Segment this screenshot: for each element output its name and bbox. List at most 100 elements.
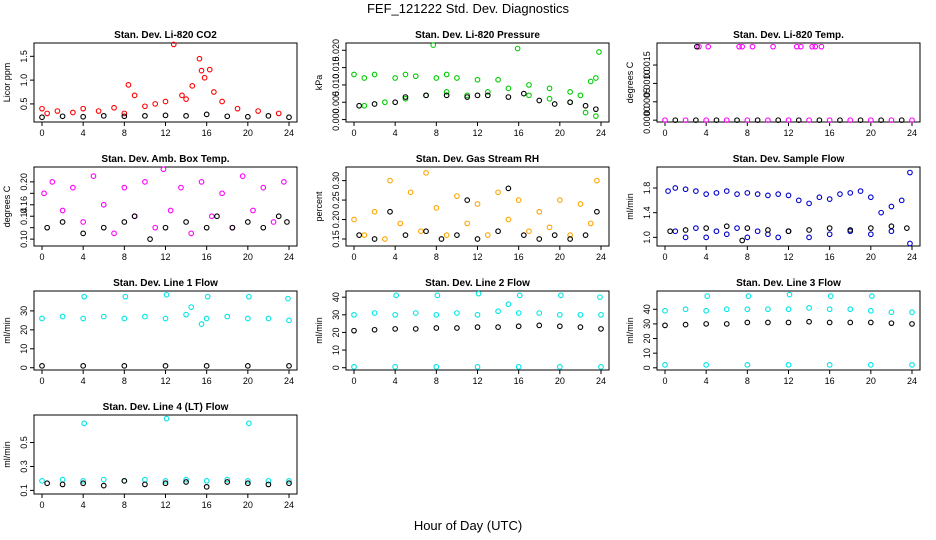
- data-point: [837, 191, 843, 198]
- data-point: [265, 112, 272, 119]
- data-point: [536, 322, 543, 329]
- y-axis-label: ml/min: [625, 193, 635, 220]
- x-tick-label: 16: [825, 252, 835, 262]
- data-point: [142, 112, 148, 119]
- x-tick-label: 24: [284, 252, 294, 262]
- series-2: [39, 111, 292, 121]
- data-point: [703, 362, 710, 368]
- data-point: [558, 292, 564, 299]
- x-tick-label: 0: [351, 252, 356, 262]
- data-point: [125, 82, 132, 88]
- data-point: [44, 224, 50, 231]
- x-tick-label: 8: [122, 376, 127, 386]
- data-point: [703, 321, 710, 327]
- data-point: [244, 362, 251, 369]
- series-1: [351, 290, 604, 370]
- data-point: [826, 231, 833, 238]
- data-point: [142, 476, 148, 483]
- data-point: [703, 191, 710, 198]
- data-point: [179, 92, 185, 99]
- data-point: [464, 92, 471, 99]
- y-tick-label: 0.20: [331, 211, 341, 229]
- y-axis-label: ml/min: [625, 317, 635, 344]
- data-point: [454, 75, 460, 81]
- series-2: [39, 362, 292, 369]
- data-point: [433, 75, 440, 81]
- x-tick-label: 0: [351, 128, 356, 138]
- data-point: [495, 189, 501, 196]
- data-point: [443, 71, 450, 78]
- data-point: [734, 117, 740, 124]
- data-point: [577, 311, 584, 318]
- data-point: [907, 240, 913, 247]
- data-point: [351, 311, 357, 318]
- data-point: [775, 117, 782, 124]
- data-point: [898, 117, 905, 124]
- data-point: [142, 481, 148, 488]
- data-point: [402, 232, 409, 238]
- data-point: [41, 190, 47, 197]
- x-tick-label: 12: [783, 128, 793, 138]
- data-point: [826, 362, 833, 368]
- data-point: [39, 362, 45, 369]
- data-point: [847, 117, 854, 124]
- data-point: [909, 362, 915, 368]
- data-point: [826, 225, 833, 231]
- data-point: [705, 43, 712, 50]
- data-point: [577, 92, 584, 99]
- y-tick-label: 30: [642, 319, 652, 329]
- data-point: [514, 45, 521, 52]
- data-point: [121, 477, 128, 484]
- y-tick-label: 0.5: [19, 436, 29, 449]
- y-tick-label: 0.010: [331, 74, 341, 97]
- data-point: [407, 189, 414, 196]
- data-point: [121, 184, 128, 191]
- data-point: [397, 220, 404, 227]
- data-point: [111, 230, 117, 237]
- data-point: [596, 49, 602, 55]
- series-1: [39, 291, 292, 328]
- data-point: [70, 184, 76, 191]
- data-point: [598, 363, 604, 370]
- x-tick-label: 20: [555, 252, 565, 262]
- data-point: [551, 232, 558, 238]
- panel-2: Stan. Dev. Li-820 Pressure kPa 0 4 8 12 16 20 24…: [314, 30, 610, 138]
- x-tick-label: 20: [866, 252, 876, 262]
- plot-frame: [656, 166, 921, 247]
- data-point: [433, 205, 440, 211]
- x-tick-label: 16: [202, 128, 212, 138]
- data-point: [286, 114, 292, 121]
- plot-frame: [656, 290, 921, 371]
- data-point: [443, 92, 450, 99]
- panel-title: Stan. Dev. Line 4 (LT) Flow: [103, 402, 229, 413]
- y-tick-label: 0: [19, 365, 29, 370]
- data-point: [189, 82, 196, 89]
- data-point: [672, 228, 679, 235]
- data-point: [203, 224, 210, 231]
- data-point: [809, 43, 816, 50]
- panel-title: Stan. Dev. Line 1 Flow: [113, 278, 218, 289]
- data-point: [888, 320, 895, 327]
- data-point: [121, 315, 128, 322]
- data-point: [80, 315, 87, 322]
- data-point: [170, 41, 177, 48]
- data-point: [80, 477, 87, 484]
- y-tick-label: 0.0005: [642, 88, 652, 116]
- data-point: [826, 196, 833, 202]
- data-point: [682, 321, 689, 328]
- data-point: [81, 293, 88, 300]
- data-point: [39, 477, 45, 484]
- x-tick-label: 0: [39, 376, 44, 386]
- data-point: [201, 74, 208, 81]
- data-point: [546, 224, 553, 231]
- data-point: [121, 219, 128, 225]
- data-point: [770, 43, 776, 50]
- data-point: [423, 169, 429, 176]
- data-point: [754, 191, 761, 198]
- plot-frame: [33, 290, 298, 371]
- data-point: [662, 117, 668, 124]
- data-point: [387, 177, 393, 184]
- data-point: [224, 479, 231, 485]
- data-point: [265, 477, 272, 484]
- data-point: [412, 73, 419, 80]
